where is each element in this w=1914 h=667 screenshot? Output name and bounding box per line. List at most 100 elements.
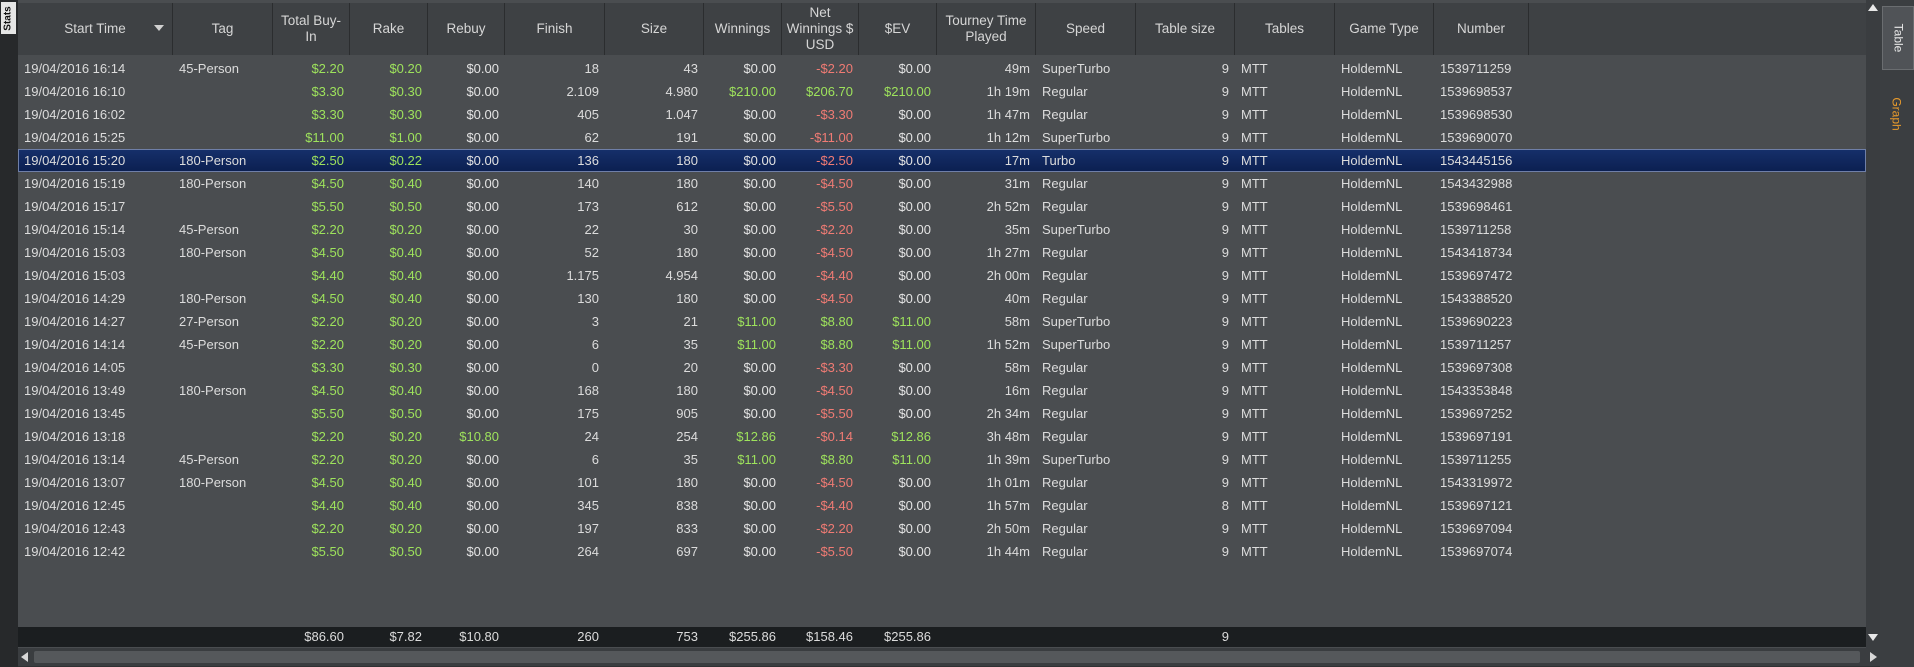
cell-ev: $0.00 bbox=[898, 107, 931, 122]
cell-size: 180 bbox=[676, 176, 698, 191]
cell-rebuy: $0.00 bbox=[466, 337, 499, 352]
table-row[interactable]: 19/04/2016 14:27 27-Person $2.20 $0.20 $0.00… bbox=[18, 310, 1866, 333]
cell-ev: $0.00 bbox=[898, 544, 931, 559]
cell-number: 1539690223 bbox=[1440, 314, 1513, 329]
sort-descending-icon[interactable] bbox=[154, 25, 164, 31]
table-row[interactable]: 19/04/2016 13:14 45-Person $2.20 $0.20 $0.00… bbox=[18, 448, 1866, 471]
column-header-gametype[interactable]: Game Type bbox=[1335, 3, 1434, 55]
table-row[interactable]: 19/04/2016 14:14 45-Person $2.20 $0.20 $0.00… bbox=[18, 333, 1866, 356]
cell-start: 19/04/2016 13:14 bbox=[24, 452, 126, 467]
cell-buyin: $4.40 bbox=[311, 498, 344, 513]
table-row[interactable]: 19/04/2016 12:45 $4.40 $0.40 $0.00 345 838 $0.… bbox=[18, 494, 1866, 517]
table-row[interactable]: 19/04/2016 15:03 $4.40 $0.40 $0.00 1.175 4.95… bbox=[18, 264, 1866, 287]
table-row[interactable]: 19/04/2016 13:49 180-Person $4.50 $0.40 $0.0… bbox=[18, 379, 1866, 402]
cell-tables: MTT bbox=[1241, 199, 1268, 214]
cell-tablesize: 9 bbox=[1221, 268, 1229, 283]
cell-speed: Regular bbox=[1042, 521, 1088, 536]
column-header-net[interactable]: Net Winnings $ USD bbox=[782, 3, 859, 55]
column-header-rebuy[interactable]: Rebuy bbox=[428, 3, 505, 55]
table-row[interactable]: 19/04/2016 16:02 $3.30 $0.30 $0.00 405 1.047 $… bbox=[18, 103, 1866, 126]
cell-speed: Regular bbox=[1042, 291, 1088, 306]
cell-tables: MTT bbox=[1241, 130, 1268, 145]
cell-gametype: HoldemNL bbox=[1341, 544, 1403, 559]
cell-finish: 62 bbox=[584, 130, 599, 145]
scroll-up-arrow-icon[interactable] bbox=[1868, 4, 1878, 11]
cell-gametype: HoldemNL bbox=[1341, 222, 1403, 237]
table-row[interactable]: 19/04/2016 16:14 45-Person $2.20 $0.20 $0.00… bbox=[18, 57, 1866, 80]
tab-graph[interactable]: Graph bbox=[1882, 88, 1912, 140]
cell-buyin: $4.50 bbox=[311, 176, 344, 191]
cell-ev: $0.00 bbox=[898, 268, 931, 283]
table-row[interactable]: 19/04/2016 15:19 180-Person $4.50 $0.40 $0.0… bbox=[18, 172, 1866, 195]
cell-start: 19/04/2016 15:19 bbox=[24, 176, 126, 191]
cell-gametype: HoldemNL bbox=[1341, 406, 1403, 421]
cell-gametype: HoldemNL bbox=[1341, 61, 1403, 76]
column-header-rake[interactable]: Rake bbox=[350, 3, 428, 55]
cell-size: 180 bbox=[676, 153, 698, 168]
column-header-ev[interactable]: $EV bbox=[859, 3, 937, 55]
scroll-left-arrow-icon[interactable] bbox=[21, 652, 28, 662]
horizontal-scroll-thumb[interactable] bbox=[34, 651, 1860, 663]
cell-buyin: $2.20 bbox=[311, 429, 344, 444]
column-header-size[interactable]: Size bbox=[605, 3, 704, 55]
cell-tag: 180-Person bbox=[179, 291, 247, 306]
cell-gametype: HoldemNL bbox=[1341, 475, 1403, 490]
column-header-tables[interactable]: Tables bbox=[1235, 3, 1335, 55]
cell-winnings: $0.00 bbox=[743, 245, 776, 260]
scroll-right-arrow-icon[interactable] bbox=[1870, 652, 1877, 662]
cell-speed: SuperTurbo bbox=[1042, 61, 1111, 76]
cell-winnings: $0.00 bbox=[743, 222, 776, 237]
column-header-label: Start Time bbox=[64, 21, 126, 36]
column-header-label: Tourney Time Played bbox=[945, 13, 1027, 44]
table-row[interactable]: 19/04/2016 16:10 $3.30 $0.30 $0.00 2.109 4.98… bbox=[18, 80, 1866, 103]
tab-table[interactable]: Table bbox=[1882, 6, 1914, 70]
column-header-time[interactable]: Tourney Time Played bbox=[937, 3, 1036, 55]
column-header-tag[interactable]: Tag bbox=[173, 3, 273, 55]
cell-winnings: $12.86 bbox=[736, 429, 776, 444]
cell-net: -$2.20 bbox=[816, 521, 853, 536]
cell-number: 1539711255 bbox=[1440, 452, 1512, 467]
column-header-speed[interactable]: Speed bbox=[1036, 3, 1136, 55]
table-row[interactable]: 19/04/2016 13:18 $2.20 $0.20 $10.80 24 254 $12… bbox=[18, 425, 1866, 448]
cell-rake: $0.40 bbox=[389, 498, 422, 513]
cell-buyin: $2.20 bbox=[311, 314, 344, 329]
column-header-finish[interactable]: Finish bbox=[505, 3, 605, 55]
table-row[interactable]: 19/04/2016 15:17 $5.50 $0.50 $0.00 173 612 $0.… bbox=[18, 195, 1866, 218]
table-row[interactable]: 19/04/2016 15:03 180-Person $4.50 $0.40 $0.0… bbox=[18, 241, 1866, 264]
table-row[interactable]: 19/04/2016 12:43 $2.20 $0.20 $0.00 197 833 $0.… bbox=[18, 517, 1866, 540]
cell-number: 1543418734 bbox=[1440, 245, 1513, 260]
column-header-start[interactable]: Start Time bbox=[18, 3, 173, 55]
tournament-results-table: Start Time Tag Total Buy-In Rake Rebuy Finish… bbox=[18, 0, 1866, 648]
column-header-winnings[interactable]: Winnings bbox=[704, 3, 782, 55]
cell-buyin: $4.50 bbox=[311, 245, 344, 260]
cell-ev: $0.00 bbox=[898, 61, 931, 76]
vertical-scrollbar[interactable] bbox=[1866, 0, 1880, 648]
table-row[interactable]: 19/04/2016 13:45 $5.50 $0.50 $0.00 175 905 $0.… bbox=[18, 402, 1866, 425]
cell-winnings: $0.00 bbox=[743, 176, 776, 191]
cell-rake: $0.40 bbox=[389, 291, 422, 306]
column-header-number[interactable]: Number bbox=[1434, 3, 1529, 55]
total-rebuy: $10.80 bbox=[459, 629, 499, 644]
column-header-buyin[interactable]: Total Buy-In bbox=[273, 3, 350, 55]
scroll-down-arrow-icon[interactable] bbox=[1868, 634, 1878, 641]
table-row[interactable]: 19/04/2016 15:14 45-Person $2.20 $0.20 $0.00… bbox=[18, 218, 1866, 241]
stats-tab[interactable]: Stats bbox=[1, 2, 16, 34]
table-row[interactable]: 19/04/2016 14:29 180-Person $4.50 $0.40 $0.0… bbox=[18, 287, 1866, 310]
cell-start: 19/04/2016 13:18 bbox=[24, 429, 126, 444]
table-row[interactable]: 19/04/2016 12:42 $5.50 $0.50 $0.00 264 697 $0.… bbox=[18, 540, 1866, 563]
table-row[interactable]: 19/04/2016 13:07 180-Person $4.50 $0.40 $0.0… bbox=[18, 471, 1866, 494]
table-row[interactable]: 19/04/2016 14:05 $3.30 $0.30 $0.00 0 20 $0.00 -… bbox=[18, 356, 1866, 379]
table-row-selected[interactable]: 19/04/2016 15:20 180-Person $2.50 $0.22 $0.0… bbox=[18, 149, 1866, 172]
cell-net: -$4.50 bbox=[816, 176, 853, 191]
cell-finish: 22 bbox=[584, 222, 599, 237]
column-header-tablesize[interactable]: Table size bbox=[1136, 3, 1235, 55]
cell-start: 19/04/2016 12:42 bbox=[24, 544, 126, 559]
cell-buyin: $4.40 bbox=[311, 268, 344, 283]
cell-net: -$0.14 bbox=[816, 429, 853, 444]
cell-finish: 264 bbox=[577, 544, 599, 559]
cell-rebuy: $0.00 bbox=[466, 360, 499, 375]
cell-ev: $11.00 bbox=[892, 314, 931, 329]
table-row[interactable]: 19/04/2016 15:25 $11.00 $1.00 $0.00 62 191 $0.… bbox=[18, 126, 1866, 149]
cell-start: 19/04/2016 13:45 bbox=[24, 406, 126, 421]
horizontal-scrollbar[interactable] bbox=[18, 648, 1880, 666]
